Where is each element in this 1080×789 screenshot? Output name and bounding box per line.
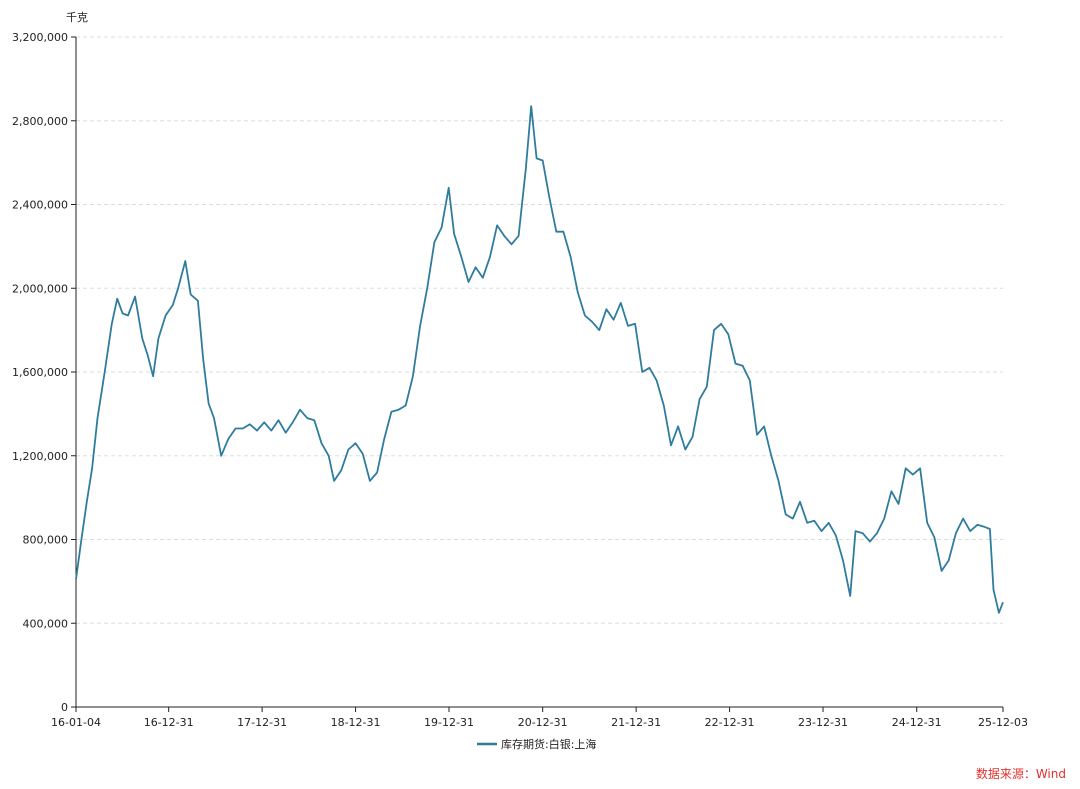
y-tick-label: 2,800,000 — [12, 115, 68, 128]
x-tick-label: 18-12-31 — [331, 716, 381, 729]
x-tick-label: 16-01-04 — [51, 716, 101, 729]
x-tick-label: 20-12-31 — [518, 716, 568, 729]
y-tick-label: 1,600,000 — [12, 366, 68, 379]
x-tick-label: 25-12-03 — [978, 716, 1028, 729]
y-tick-label: 0 — [61, 701, 68, 714]
x-tick-label: 23-12-31 — [798, 716, 848, 729]
series-line — [75, 105, 1004, 614]
y-tick-label: 2,000,000 — [12, 282, 68, 295]
y-tick-label: 3,200,000 — [12, 31, 68, 44]
y-tick-label: 400,000 — [23, 617, 69, 630]
legend-label: 库存期货:白银:上海 — [501, 737, 596, 751]
y-tick-label: 1,200,000 — [12, 450, 68, 463]
series-layer — [75, 105, 1004, 614]
grid-lines — [76, 36, 1003, 624]
x-tick-label: 22-12-31 — [705, 716, 755, 729]
x-tick-label: 16-12-31 — [144, 716, 194, 729]
y-tick-label: 2,400,000 — [12, 199, 68, 212]
y-axis-unit-label: 千克 — [66, 11, 88, 24]
x-tick-label: 19-12-31 — [424, 716, 474, 729]
legend[interactable]: 库存期货:白银:上海 — [477, 737, 596, 751]
x-tick-label: 17-12-31 — [237, 716, 287, 729]
axes: 0 400,000 800,000 1,200,000 1,600,000 2,000,0… — [12, 31, 1028, 729]
data-source-label: 数据来源：Wind — [976, 766, 1066, 781]
y-tick-label: 800,000 — [23, 534, 69, 547]
x-tick-label: 24-12-31 — [892, 716, 942, 729]
x-tick-label: 21-12-31 — [611, 716, 661, 729]
